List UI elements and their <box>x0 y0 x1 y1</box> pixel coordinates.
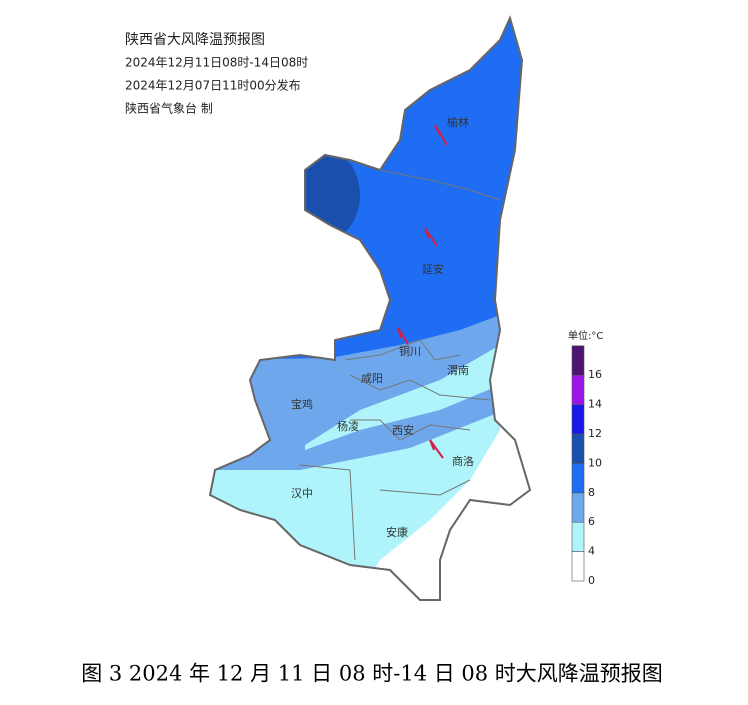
city-label: 铜川 <box>399 344 421 358</box>
legend: 0 4 6 8 10 12 14 16 <box>571 345 602 587</box>
city-label: 汉中 <box>291 487 313 500</box>
city-label: 宝鸡 <box>291 397 313 411</box>
city-label: 延安 <box>422 262 444 276</box>
legend-swatch <box>571 345 585 376</box>
legend-swatch <box>571 463 585 494</box>
legend-swatch <box>571 374 585 405</box>
map-title: 陕西省大风降温预报图 <box>125 32 265 48</box>
legend-tick-label: 8 <box>588 486 595 499</box>
city-label: 榆林 <box>447 115 469 129</box>
legend-tick-label: 0 <box>588 574 595 587</box>
legend-swatch <box>571 404 585 435</box>
city-label: 渭南 <box>447 364 469 377</box>
issued-time: 2024年12月07日11时00分发布 <box>125 78 301 93</box>
caption: 图 3 2024 年 12 月 11 日 08 时-14 日 08 时大风降温预… <box>81 662 663 686</box>
legend-tick-label: 10 <box>588 456 602 469</box>
legend-swatch <box>571 492 585 523</box>
city-borders <box>299 169 501 561</box>
legend-swatch <box>571 521 585 552</box>
issuer: 陕西省气象台 制 <box>125 101 213 116</box>
legend-tick-label: 14 <box>588 398 602 411</box>
legend-swatch <box>571 433 585 464</box>
city-label: 安康 <box>386 525 408 539</box>
map-fill <box>210 18 530 600</box>
wind-symbols <box>397 124 448 459</box>
city-label: 商洛 <box>452 454 474 468</box>
legend-tick-label: 12 <box>588 427 602 440</box>
legend-unit: 单位:°C <box>568 329 603 342</box>
legend-tick-label: 16 <box>588 368 602 381</box>
legend-swatch <box>571 551 585 582</box>
city-label: 咸阳 <box>361 372 383 385</box>
valid-period: 2024年12月11日08时-14日08时 <box>125 56 308 70</box>
city-label: 杨凌 <box>337 419 359 433</box>
province-border <box>208 15 532 601</box>
legend-tick-label: 4 <box>588 545 595 558</box>
city-label: 西安 <box>392 423 414 437</box>
legend-tick-label: 6 <box>588 515 595 528</box>
